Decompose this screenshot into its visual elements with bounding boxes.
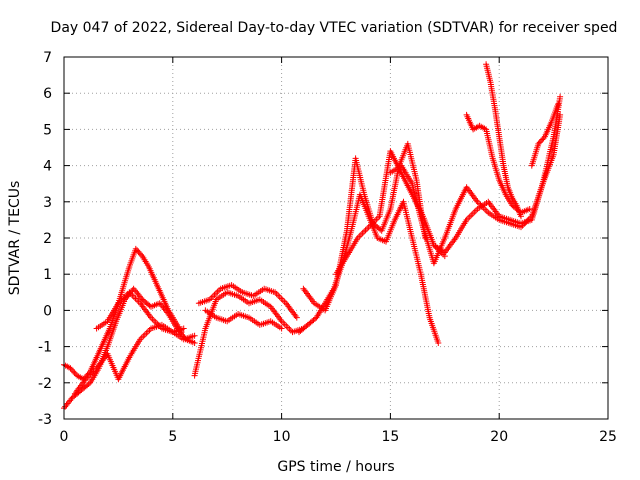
y-tick-label: 3 (43, 195, 52, 211)
x-tick-label: 15 (381, 429, 399, 445)
y-tick-label: 0 (43, 303, 52, 319)
chart-title: Day 047 of 2022, Sidereal Day-to-day VTE… (51, 20, 618, 36)
x-tick-label: 25 (599, 429, 617, 445)
grid (64, 57, 608, 419)
x-axis-label: GPS time / hours (277, 459, 394, 475)
series-markers (202, 307, 285, 332)
series-track-7 (202, 307, 285, 332)
series-markers (528, 101, 561, 169)
series-track-2 (61, 285, 198, 412)
data-marks (61, 61, 564, 412)
series-markers (430, 111, 564, 256)
x-tick-label: 10 (273, 429, 291, 445)
x-tick-label: 20 (490, 429, 508, 445)
y-axis-label: SDTVAR / TECUs (7, 181, 23, 296)
x-tick-label: 0 (60, 429, 69, 445)
y-tick-label: -2 (38, 376, 52, 392)
y-tick-label: 2 (43, 231, 52, 247)
y-tick-label: -3 (38, 412, 52, 428)
y-tick-label: 4 (43, 159, 52, 175)
series-track-12 (430, 111, 564, 256)
series-markers (191, 289, 307, 379)
series-markers (195, 282, 300, 321)
series-track-14 (483, 61, 524, 220)
series-markers (300, 140, 429, 314)
series-track-4 (93, 289, 187, 336)
x-tick-label: 5 (168, 429, 177, 445)
y-tick-label: 5 (43, 122, 52, 138)
y-tick-label: 6 (43, 86, 52, 102)
y-tick-label: 7 (43, 50, 52, 66)
series-markers (61, 285, 198, 412)
series-markers (483, 61, 524, 220)
axis-ticks: 0 5 10 15 20 25 -3 -2 -1 0 1 2 3 4 5 6 7 (38, 50, 617, 445)
series-track-5 (191, 289, 307, 379)
series-track-15 (528, 101, 561, 169)
y-tick-label: 1 (43, 267, 52, 283)
y-tick-label: -1 (38, 340, 52, 356)
series-track-9 (300, 140, 429, 314)
series-markers (93, 289, 187, 336)
series-track-6 (195, 282, 300, 321)
